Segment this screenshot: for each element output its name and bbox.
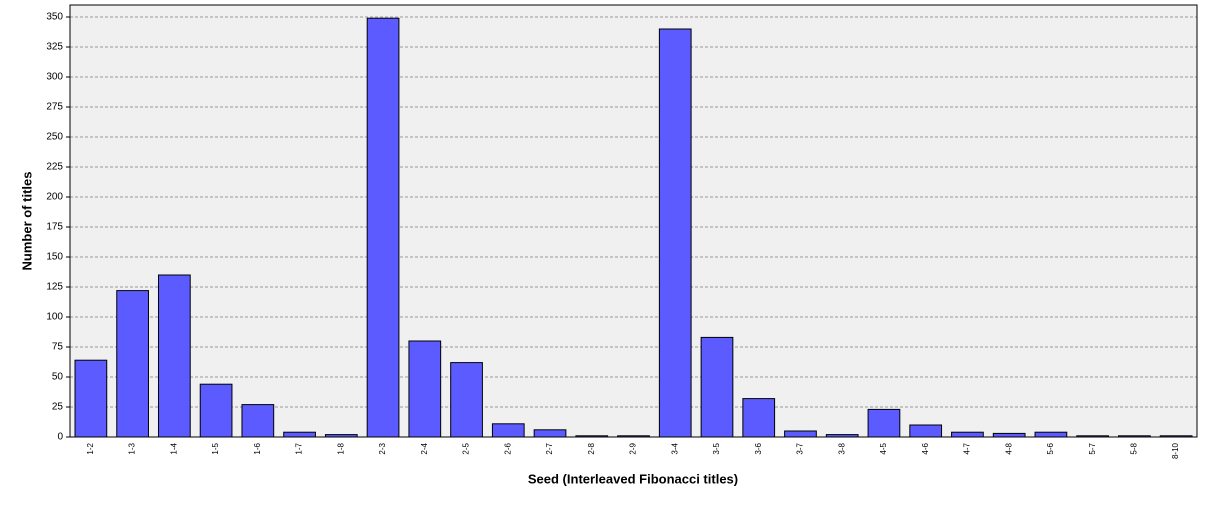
bar	[951, 431, 984, 438]
bar	[408, 340, 442, 438]
bar	[742, 398, 776, 438]
bar	[700, 336, 734, 438]
bar	[241, 404, 275, 438]
x-tick-label: 2-3	[378, 442, 387, 454]
bar	[491, 423, 525, 438]
y-tick-label: 50	[52, 372, 64, 383]
bar	[116, 290, 149, 438]
plot-area	[70, 5, 1197, 437]
y-tick-label: 350	[46, 12, 63, 23]
x-tick-label: 5-7	[1088, 442, 1097, 454]
x-tick-label: 1-5	[211, 442, 220, 454]
y-tick-label: 225	[46, 162, 63, 173]
x-tick-label: 3-8	[837, 442, 846, 454]
x-tick-label: 1-3	[128, 442, 137, 454]
bar	[283, 431, 316, 438]
bar	[909, 424, 943, 438]
x-tick-label: 4-5	[879, 442, 888, 454]
x-tick-label: 2-8	[587, 442, 596, 454]
y-tick-label: 125	[46, 282, 63, 293]
y-tick-label: 300	[46, 72, 63, 83]
plot-border	[69, 4, 1198, 438]
x-tick-label: 2-7	[545, 442, 554, 454]
x-tick-label: 3-6	[754, 442, 763, 454]
bar	[784, 430, 817, 438]
bar	[867, 408, 901, 438]
x-tick-label: 5-6	[1046, 442, 1055, 454]
bar	[533, 429, 567, 438]
bar	[366, 17, 400, 438]
x-tick-label: 5-8	[1129, 442, 1138, 454]
y-tick-label: 100	[46, 312, 63, 323]
y-tick-label: 150	[46, 252, 63, 263]
bar	[74, 359, 108, 438]
x-tick-label: 2-6	[503, 442, 512, 454]
bar	[450, 362, 483, 438]
y-tick-label: 175	[46, 222, 63, 233]
x-tick-label: 2-5	[462, 442, 471, 454]
y-tick-label: 250	[46, 132, 63, 143]
x-tick-label: 2-4	[420, 442, 429, 454]
y-tick-label: 200	[46, 192, 63, 203]
y-tick-label: 325	[46, 42, 63, 53]
x-tick-label: 4-7	[963, 442, 972, 454]
x-tick-label: 1-8	[336, 442, 345, 454]
bar	[658, 28, 692, 438]
x-tick-label: 1-4	[169, 442, 178, 454]
y-tick-label: 75	[52, 342, 64, 353]
x-tick-label: 2-9	[629, 442, 638, 454]
y-tick-label: 25	[52, 402, 64, 413]
x-tick-label: 3-5	[712, 442, 721, 454]
x-tick-label: 1-2	[86, 442, 95, 454]
bar	[1034, 431, 1068, 438]
y-tick-label: 0	[57, 432, 63, 443]
bar	[992, 432, 1026, 438]
x-tick-label: 4-6	[921, 442, 930, 454]
bar	[157, 274, 191, 438]
x-axis-title: Seed (Interleaved Fibonacci titles)	[528, 471, 738, 486]
y-tick-label: 275	[46, 102, 63, 113]
y-axis-title: Number of titles	[19, 172, 34, 271]
x-tick-label: 8-10	[1171, 442, 1180, 459]
x-tick-label: 4-8	[1004, 442, 1013, 454]
x-tick-label: 3-4	[670, 442, 679, 454]
x-tick-label: 1-6	[253, 442, 262, 454]
x-tick-label: 3-7	[796, 442, 805, 454]
bar	[199, 383, 233, 438]
x-tick-label: 1-7	[295, 442, 304, 454]
